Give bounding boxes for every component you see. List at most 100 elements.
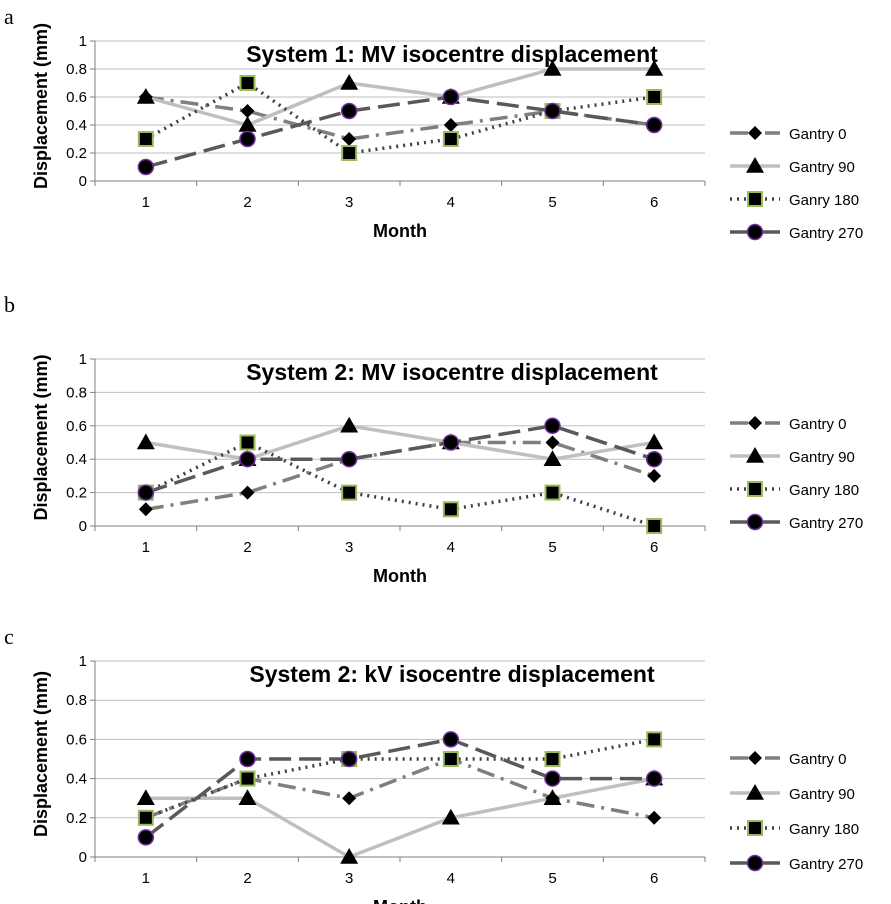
- legend-marker: [746, 223, 764, 241]
- y-axis-title: Displacement (mm): [31, 354, 51, 520]
- data-point: [137, 484, 155, 501]
- y-tick-label: 0.2: [66, 145, 87, 162]
- x-tick-label: 6: [650, 539, 658, 556]
- data-point: [340, 74, 359, 90]
- data-point: [340, 450, 358, 468]
- legend-marker: [747, 191, 763, 207]
- x-tick-label: 4: [447, 194, 455, 211]
- x-tick-label: 3: [345, 539, 353, 556]
- chart-title: System 1: MV isocentre displacement: [246, 41, 658, 67]
- x-tick-label: 2: [243, 539, 251, 556]
- data-point: [137, 809, 154, 826]
- legend-label: Ganry 180: [789, 482, 859, 499]
- data-point: [137, 158, 155, 176]
- data-point: [239, 130, 256, 148]
- x-tick-label: 4: [447, 539, 455, 556]
- legend-marker: [746, 784, 764, 800]
- data-point: [239, 75, 256, 91]
- data-point: [239, 450, 256, 468]
- x-tick-label: 5: [548, 539, 556, 556]
- x-axis-title: Month: [373, 566, 427, 586]
- y-tick-label: 0.4: [66, 117, 87, 134]
- y-tick-label: 0.8: [66, 692, 87, 709]
- x-tick-label: 1: [142, 539, 150, 556]
- x-tick-label: 5: [548, 870, 556, 887]
- data-point: [240, 485, 255, 500]
- panel-label: a: [4, 4, 14, 29]
- x-tick-label: 4: [447, 870, 455, 887]
- data-point: [340, 750, 358, 768]
- data-point: [442, 88, 460, 106]
- data-point: [544, 770, 561, 787]
- legend-marker: [746, 854, 764, 872]
- data-point: [544, 484, 561, 501]
- chart-title: System 2: MV isocentre displacement: [246, 359, 658, 385]
- y-tick-label: 0: [79, 173, 87, 190]
- y-tick-label: 0: [79, 518, 87, 535]
- data-point: [136, 88, 155, 104]
- data-point: [645, 450, 663, 468]
- x-tick-label: 1: [142, 870, 150, 887]
- y-tick-label: 0.4: [66, 451, 87, 468]
- data-point: [543, 60, 562, 76]
- y-tick-label: 0.4: [66, 771, 87, 788]
- x-axis-title: Month: [373, 221, 427, 241]
- y-tick-label: 0.8: [66, 61, 87, 78]
- y-tick-label: 0.2: [66, 485, 87, 502]
- legend-marker: [748, 751, 762, 765]
- data-point: [340, 848, 359, 864]
- series-line-1: [145, 776, 655, 859]
- legend-label: Gantry 90: [789, 159, 855, 176]
- panel-label: c: [4, 624, 14, 649]
- legend-label: Gantry 0: [789, 416, 847, 433]
- x-tick-label: 2: [243, 870, 251, 887]
- data-point: [137, 829, 155, 846]
- chart-panel-c: c 0 0.2 0.4 0.6 0.8 1 1 2 3 4 5 6 Month Displacement (…: [4, 624, 863, 904]
- x-tick-label: 3: [345, 194, 353, 211]
- legend-marker: [748, 416, 762, 430]
- data-point: [442, 751, 459, 767]
- data-point: [645, 433, 664, 450]
- legend-marker: [746, 513, 764, 531]
- series-line-0: [145, 757, 655, 820]
- legend-label: Gantry 270: [789, 856, 863, 873]
- data-point: [645, 116, 663, 134]
- data-point: [238, 116, 257, 132]
- data-point: [441, 808, 460, 825]
- data-point: [544, 417, 561, 435]
- y-axis-title: Displacement (mm): [31, 23, 51, 189]
- legend-label: Ganry 180: [789, 192, 859, 209]
- data-point: [646, 518, 663, 534]
- series-line-3: [144, 737, 655, 839]
- y-tick-label: 0.6: [66, 731, 87, 748]
- series-line-3: [145, 95, 655, 169]
- x-tick-label: 2: [243, 194, 251, 211]
- data-point: [647, 810, 662, 825]
- data-point: [646, 89, 663, 105]
- data-point: [645, 60, 664, 76]
- data-point: [238, 789, 257, 805]
- data-point: [646, 731, 663, 748]
- legend-label: Ganry 180: [789, 821, 859, 838]
- x-tick-label: 5: [548, 194, 556, 211]
- data-point: [239, 770, 256, 787]
- data-point: [240, 104, 255, 118]
- data-point: [341, 484, 358, 501]
- y-tick-label: 0.6: [66, 89, 87, 106]
- data-point: [340, 102, 358, 120]
- x-tick-label: 6: [650, 870, 658, 887]
- data-point: [443, 118, 458, 132]
- data-point: [341, 145, 358, 161]
- legend-label: Gantry 270: [789, 225, 863, 242]
- data-point: [342, 132, 357, 146]
- y-tick-label: 1: [79, 33, 87, 50]
- data-point: [239, 750, 256, 768]
- x-tick-label: 6: [650, 194, 658, 211]
- series-line-1: [145, 424, 655, 461]
- legend-marker: [746, 447, 764, 463]
- data-point: [442, 434, 460, 451]
- y-tick-label: 1: [79, 653, 87, 670]
- data-point: [138, 502, 153, 517]
- y-tick-label: 0.2: [66, 810, 87, 827]
